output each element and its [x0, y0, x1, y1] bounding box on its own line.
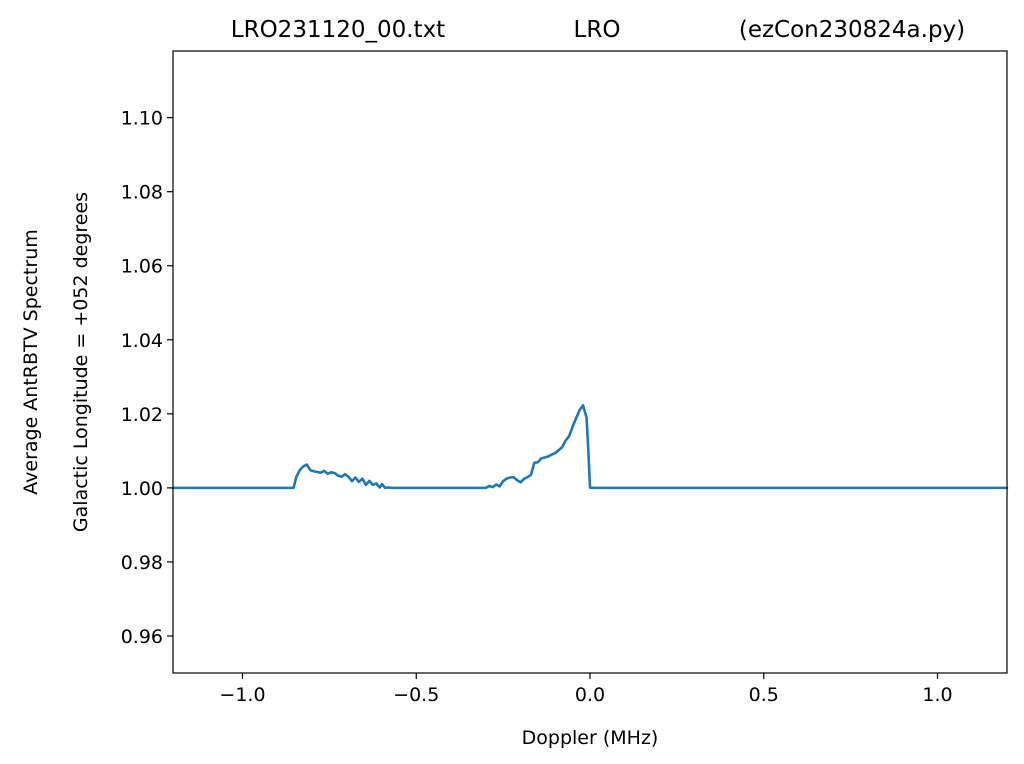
title-right: (ezCon230824a.py) [739, 17, 965, 43]
y-tick-label: 1.08 [121, 182, 163, 204]
x-tick-label: −1.0 [219, 684, 265, 706]
y-tick-label: 1.02 [121, 404, 163, 426]
y-tick-label: 0.98 [121, 552, 163, 574]
x-tick-label: 0.0 [575, 684, 605, 706]
x-tick-label: −0.5 [393, 684, 439, 706]
y-tick-label: 1.10 [121, 108, 163, 130]
x-tick-label: 0.5 [749, 684, 779, 706]
x-axis: −1.0 −0.5 0.0 0.5 1.0 [219, 673, 953, 706]
y-tick-label: 1.04 [121, 330, 163, 352]
y-axis-label-outer: Average AntRBTV Spectrum [20, 229, 42, 495]
title-center: LRO [574, 17, 621, 43]
plot-area [171, 404, 1009, 490]
y-tick-label: 1.00 [121, 478, 163, 500]
spectrum-line [171, 404, 1009, 490]
y-axis-label-inner: Galactic Longitude = +052 degrees [70, 192, 92, 532]
x-tick-label: 1.0 [922, 684, 952, 706]
title-left: LRO231120_00.txt [231, 17, 445, 43]
y-tick-label: 1.06 [121, 256, 163, 278]
y-axis: 0.96 0.98 1.00 1.02 1.04 1.06 1.08 1.10 [121, 108, 173, 648]
y-tick-label: 0.96 [121, 626, 163, 648]
x-axis-label: Doppler (MHz) [522, 727, 659, 749]
